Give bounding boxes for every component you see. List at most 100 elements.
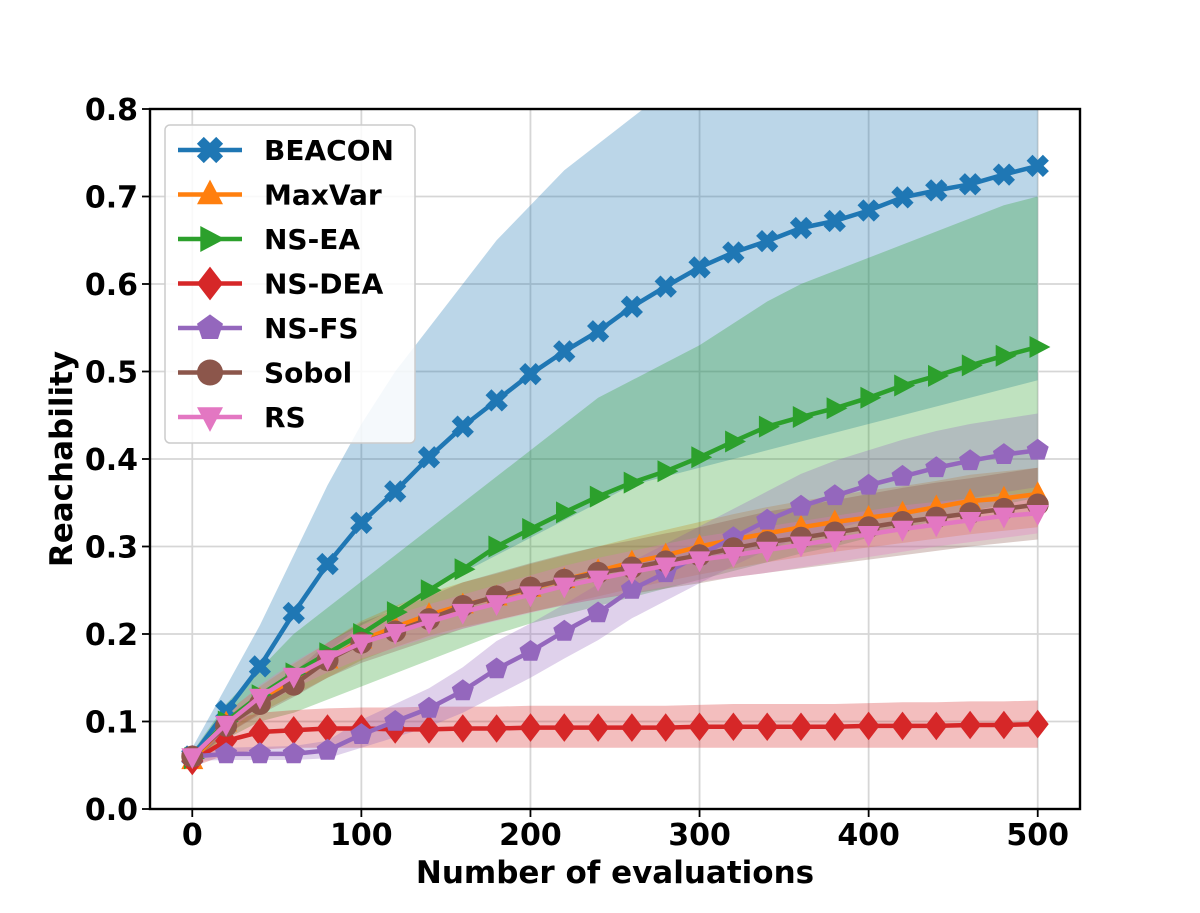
point-beacon (925, 179, 948, 202)
y-tick-label: 0.3 (85, 531, 138, 566)
point-ns-fs (756, 508, 779, 530)
point-ns-ea (826, 397, 848, 420)
point-beacon (248, 655, 271, 678)
legend-label: NS-EA (264, 223, 360, 256)
point-ns-dea (722, 712, 745, 741)
point-ns-fs (485, 657, 508, 679)
legend-marker (200, 226, 225, 252)
series-lines (181, 154, 1051, 776)
point-ns-fs (384, 710, 407, 731)
point-rs (857, 526, 880, 547)
legend-item-maxvar: MaxVar (178, 179, 382, 212)
point-beacon (350, 511, 373, 534)
point-rs (451, 603, 474, 625)
point-ns-dea (925, 711, 948, 741)
point-ns-dea (959, 710, 982, 740)
legend-marker (197, 314, 223, 339)
point-ns-fs (215, 742, 238, 764)
point-rs (992, 507, 1015, 529)
point-ns-fs (519, 640, 542, 661)
point-ns-fs (1026, 438, 1049, 460)
legend-box (164, 124, 416, 444)
legend-marker (197, 266, 223, 301)
point-ns-dea (790, 712, 812, 741)
legend-item-ns-dea: NS-DEA (178, 266, 384, 301)
x-tick-label: 500 (1006, 818, 1069, 853)
point-ns-fs (823, 484, 846, 506)
point-beacon (1026, 154, 1049, 177)
point-rs (688, 551, 711, 573)
y-tick-label: 0.2 (85, 618, 138, 653)
legend-label: NS-DEA (264, 268, 384, 301)
y-tick-label: 0.6 (85, 268, 138, 303)
series-rs (181, 505, 1049, 770)
point-beacon (451, 415, 474, 438)
point-ns-dea (519, 713, 542, 742)
point-ns-dea (587, 713, 610, 742)
legend-item-rs: RS (178, 401, 306, 434)
point-rs (384, 624, 407, 645)
y-tick-label: 0.0 (85, 793, 138, 828)
point-ns-dea (654, 713, 677, 742)
point-beacon (857, 199, 880, 222)
legend-label: BEACON (264, 134, 394, 167)
point-ns-fs (925, 456, 948, 478)
point-ns-ea (792, 406, 814, 428)
point-ns-dea (992, 710, 1015, 740)
point-rs (654, 557, 677, 579)
point-ns-dea (418, 715, 440, 744)
legend-item-beacon: BEACON (178, 134, 394, 167)
legend-item-sobol: Sobol (178, 357, 352, 390)
x-axis-label: Number of evaluations (416, 855, 814, 891)
point-beacon (823, 209, 846, 233)
point-ns-ea (589, 485, 611, 508)
point-ns-dea (316, 714, 339, 743)
point-ns-dea (823, 712, 846, 741)
point-ns-ea (725, 430, 746, 453)
point-ns-fs (282, 742, 305, 764)
point-rs (587, 570, 610, 592)
series-ns-ea (184, 336, 1051, 770)
point-ns-ea (995, 344, 1017, 367)
point-rs (350, 634, 373, 656)
band-rs (192, 492, 1038, 761)
legend-label: RS (264, 401, 306, 434)
y-tick-label: 0.1 (85, 706, 138, 741)
point-ns-ea (657, 460, 679, 483)
point-ns-fs (857, 473, 880, 495)
point-rs (248, 688, 271, 710)
y-tick-label: 0.7 (85, 181, 138, 216)
point-beacon (789, 216, 813, 240)
point-ns-ea (1029, 336, 1051, 358)
point-ns-ea (894, 374, 916, 397)
point-beacon (485, 389, 508, 412)
legend-marker (197, 407, 223, 432)
axis-ticks: 0 100 200 300 400 500 0.0 0.1 0.2 0.3 0.4 0.5 0.6 0.7… (85, 93, 1069, 853)
point-ns-fs (959, 449, 982, 471)
point-beacon (756, 230, 779, 253)
legend: BEACON MaxVar NS-EA NS-DEA NS-FS Sobol RS (164, 124, 416, 444)
series-ns-dea (181, 709, 1049, 776)
y-tick-label: 0.8 (85, 93, 138, 128)
point-ns-dea (248, 717, 271, 747)
point-beacon (417, 446, 441, 469)
point-ns-fs (790, 494, 812, 516)
point-ns-dea (891, 711, 914, 741)
x-tick-label: 200 (499, 818, 562, 853)
legend-marker (196, 136, 224, 164)
point-beacon (959, 173, 982, 196)
point-ns-ea (386, 601, 408, 624)
point-ns-ea (928, 364, 949, 387)
x-tick-label: 0 (182, 818, 203, 853)
point-rs (282, 667, 305, 689)
point-rs (756, 541, 779, 563)
legend-label: MaxVar (264, 179, 382, 212)
point-rs (891, 520, 914, 542)
x-tick-label: 400 (837, 818, 900, 853)
point-ns-ea (758, 415, 780, 438)
point-ns-ea (860, 386, 882, 409)
point-rs (722, 547, 745, 568)
point-beacon (316, 552, 339, 576)
